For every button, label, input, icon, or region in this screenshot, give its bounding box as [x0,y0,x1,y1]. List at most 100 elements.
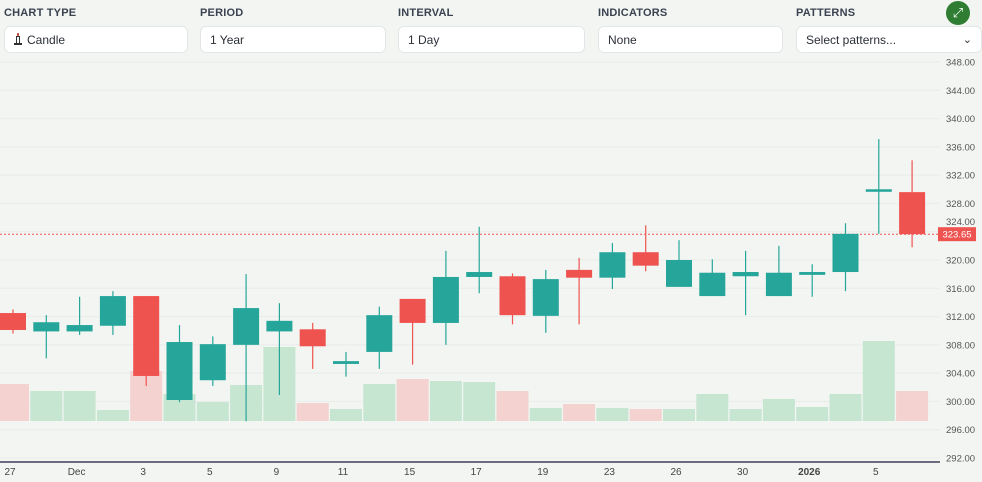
y-tick-label: 336.00 [946,142,975,153]
candle [899,160,926,248]
chart-type-select[interactable]: Candle [4,26,188,53]
x-tick-label: 19 [537,467,549,478]
volume-bar [563,404,596,421]
x-axis: 27 Dec 3 5 9 11 15 17 19 23 26 30 2026 5 [4,467,879,478]
x-tick-label: Dec [68,467,86,478]
candle [699,259,726,297]
candle [199,336,226,386]
x-tick-label: 23 [604,467,616,478]
x-tick-label: 3 [140,467,146,478]
candle-body [33,322,60,332]
x-tick-label: 17 [471,467,483,478]
y-tick-label: 300.00 [946,397,975,408]
interval-select[interactable]: 1 Day [398,26,585,53]
y-axis: 348.00 344.00 340.00 336.00 332.00 328.00 324.… [946,58,975,465]
candle-body [199,344,226,381]
candle [233,274,260,422]
candle-body [99,296,126,326]
candle-body [133,296,160,376]
expand-button[interactable]: ⤢ [946,1,970,25]
expand-arrows-icon: ⤢ [952,5,964,20]
chevron-down-icon: ⌄ [962,34,972,46]
y-tick-label: 328.00 [946,199,975,210]
y-tick-label: 344.00 [946,86,975,97]
candle [599,243,626,289]
candle [765,245,792,297]
last-price-label: 323.65 [942,230,971,241]
candle [632,225,659,272]
volume-bar [396,379,429,421]
candle-body [666,260,692,287]
volume-bar [0,384,29,421]
candle-body [899,192,926,235]
x-tick-label: 2026 [798,467,821,478]
x-tick-label: 26 [670,467,682,478]
candle-body [532,279,559,316]
candle-body [266,320,293,332]
candle-body [566,269,593,278]
candle-body [699,272,726,297]
y-tick-label: 312.00 [946,312,975,323]
candle-body [399,298,426,323]
candle-body [66,325,93,332]
candle [66,296,93,335]
y-tick-label: 340.00 [946,114,975,125]
volume-bar [196,402,229,421]
candle [466,226,493,294]
volume-bar [529,408,562,421]
candle [33,315,60,359]
x-tick-label: 9 [274,467,280,478]
candle [832,223,859,292]
candle-body [299,329,326,347]
volume-bar [796,407,829,421]
y-tick-label: 332.00 [946,171,975,182]
x-tick-label: 27 [4,467,16,478]
volume-bar [330,409,362,421]
candle [432,250,459,345]
candle-body [0,313,26,331]
volume-bar [429,381,462,421]
candle [399,298,426,365]
volume-bar [296,403,329,421]
volume-bar [729,409,762,421]
y-tick-label: 316.00 [946,284,975,295]
y-tick-label: 304.00 [946,369,975,380]
candle [666,240,692,287]
candle-body [466,272,493,277]
patterns-select[interactable]: Select patterns... ⌄ [796,26,982,53]
candle [799,264,826,297]
indicators-value: None [608,32,637,47]
candle-body [799,272,826,275]
candle [566,257,593,325]
candle-body [366,315,393,352]
candle-icon [14,33,22,46]
interval-label: INTERVAL [398,7,454,19]
patterns-label: PATTERNS [796,7,856,19]
y-tick-label: 296.00 [946,425,975,436]
period-select[interactable]: 1 Year [200,26,386,53]
candle-body [765,272,792,297]
candle [532,269,559,333]
volume-bar [629,409,662,421]
volume-bar [596,408,629,421]
candle [299,322,326,369]
volume-bar [862,341,895,421]
y-tick-label: 308.00 [946,340,975,351]
indicators-select[interactable]: None [598,26,783,53]
period-value: 1 Year [210,32,245,47]
period-label: PERIOD [200,7,244,19]
candle [333,351,359,377]
x-tick-label: 5 [873,467,879,478]
x-tick-label: 15 [404,467,416,478]
volume-bar [829,394,862,421]
candle-body [832,233,859,273]
candle [732,250,759,316]
chart-type-value: Candle [27,32,66,47]
candle [166,325,193,403]
y-tick-label: 324.00 [946,217,975,228]
y-tick-label: 320.00 [946,256,975,267]
candle [99,291,126,335]
volume-bar [463,382,496,421]
volume-bar [496,391,529,421]
